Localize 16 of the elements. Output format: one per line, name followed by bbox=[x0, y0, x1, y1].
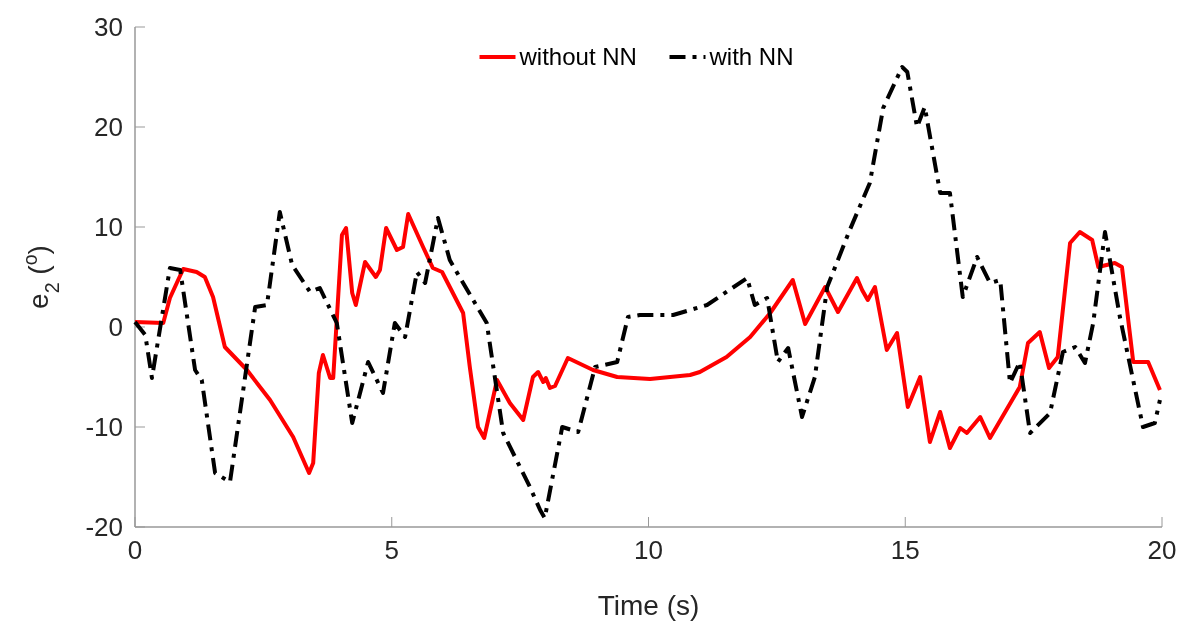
y-tick-label: 10 bbox=[94, 212, 123, 242]
y-tick-label: 30 bbox=[94, 12, 123, 42]
y-tick-label: -10 bbox=[85, 412, 123, 442]
line-series bbox=[133, 212, 1162, 475]
x-tick-label: 20 bbox=[1147, 535, 1177, 565]
y-tick-label: 20 bbox=[94, 112, 123, 142]
legend-label: with NN bbox=[708, 43, 794, 70]
x-tick-label: 0 bbox=[127, 535, 143, 565]
y-tick-label: 0 bbox=[108, 312, 123, 342]
line-series bbox=[133, 65, 1162, 520]
x-tick-label: 10 bbox=[634, 535, 663, 565]
x-axis-title: Time (s) bbox=[597, 590, 700, 621]
x-tick-label: 5 bbox=[384, 535, 399, 565]
legend-label: without NN bbox=[518, 43, 637, 70]
y-tick-label: -20 bbox=[85, 512, 123, 542]
x-tick-label: 15 bbox=[890, 535, 920, 565]
